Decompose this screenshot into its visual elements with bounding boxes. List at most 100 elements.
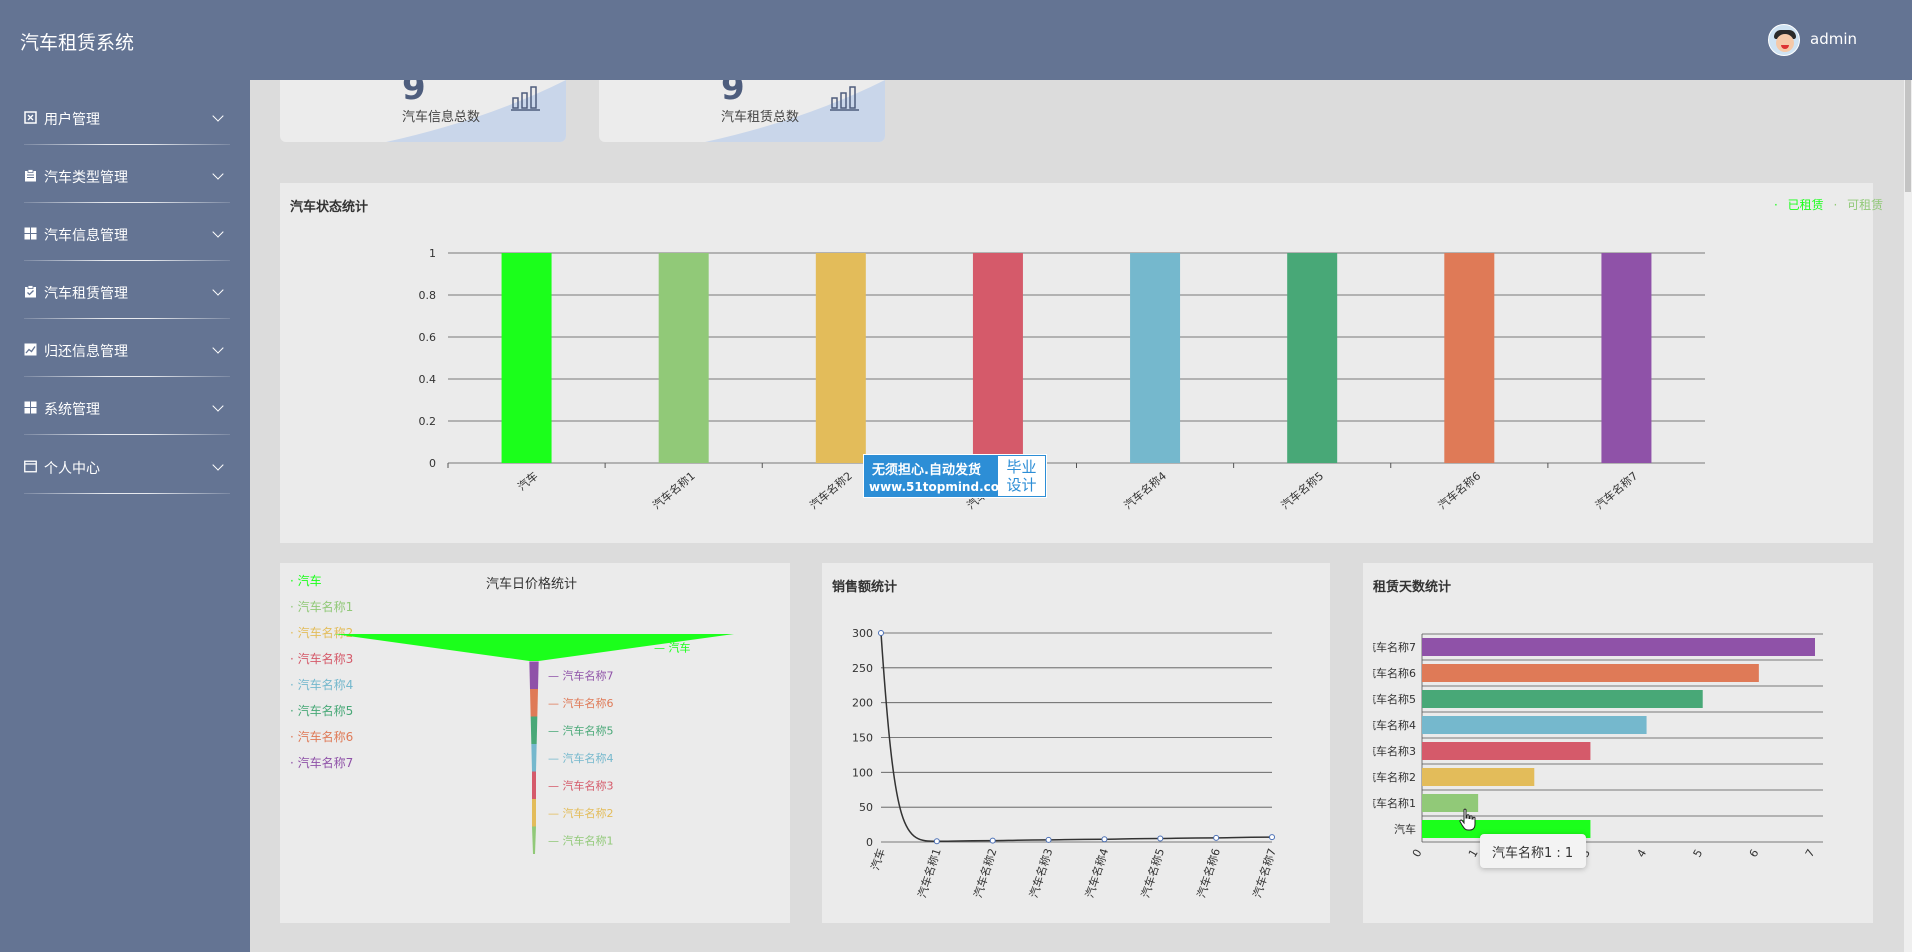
- sidebar-item-label: 汽车类型管理: [44, 170, 128, 186]
- funnel-slice: [529, 661, 539, 689]
- sidebar-item-label: 归还信息管理: [44, 344, 128, 360]
- legend-item[interactable]: · 汽车名称2: [290, 626, 354, 640]
- bar: [1601, 253, 1652, 463]
- bar: [815, 253, 866, 463]
- avatar-mouth: [1781, 45, 1789, 49]
- chevron-down-icon: [212, 168, 224, 180]
- sidebar-item-car-info-management[interactable]: 汽车信息管理: [24, 214, 230, 254]
- sidebar-item-return-info-management[interactable]: 归还信息管理: [24, 330, 230, 370]
- bar: [972, 253, 1023, 463]
- y-tick-label: 汽车名称2: [1365, 770, 1416, 784]
- y-tick-label: 汽车名称4: [1365, 718, 1416, 732]
- y-tick-label: 100: [852, 766, 873, 779]
- chart-title: 销售额统计: [832, 580, 898, 595]
- x-tick-label: 汽车名称4: [1082, 847, 1111, 900]
- watermark-url: www.51topmind.com: [869, 480, 1012, 494]
- y-tick-label: 0: [866, 836, 873, 849]
- window-icon: [24, 460, 37, 473]
- legend-item[interactable]: · 汽车名称5: [290, 704, 354, 718]
- bar: [1422, 638, 1815, 656]
- clipboard-icon: [25, 169, 36, 182]
- y-tick-label: 汽车: [1394, 822, 1416, 836]
- funnel-slice: [532, 799, 536, 827]
- scrollbar-thumb[interactable]: [1905, 80, 1911, 192]
- legend-item-rented[interactable]: · 已租赁: [1774, 198, 1824, 212]
- sidebar-item-label: 系统管理: [44, 402, 100, 418]
- funnel-label: — 汽车名称3: [548, 778, 614, 792]
- sidebar-item-system-management[interactable]: 系统管理: [24, 388, 230, 428]
- x-tick-label: 5: [1691, 847, 1706, 860]
- sidebar: 用户管理 汽车类型管理 汽车信息管理 汽车租赁管理 归还信息管理 系统管理 个人…: [0, 80, 250, 952]
- sidebar-item-label: 个人中心: [44, 461, 100, 477]
- x-tick-label: 4: [1634, 847, 1649, 860]
- divider: [24, 376, 230, 377]
- stat-label: 汽车信息总数: [402, 110, 481, 125]
- watermark-box: 毕业 设计: [998, 456, 1045, 496]
- bar-chart-icon: [511, 86, 540, 111]
- y-tick-label: 汽车名称6: [1365, 666, 1416, 680]
- grid-icon: [24, 227, 37, 240]
- card-wave-decoration: [386, 80, 566, 142]
- chevron-down-icon: [212, 342, 224, 354]
- legend-item[interactable]: · 汽车名称1: [290, 600, 354, 614]
- y-tick-label: 汽车名称1: [1365, 796, 1416, 810]
- legend-item[interactable]: · 汽车: [290, 574, 322, 588]
- sidebar-item-user-management[interactable]: 用户管理: [24, 98, 230, 138]
- y-tick-label: 0: [429, 457, 436, 470]
- chevron-down-icon: [212, 110, 224, 122]
- data-point: [1101, 836, 1108, 843]
- legend-item[interactable]: · 汽车名称7: [290, 756, 354, 770]
- bar: [658, 253, 709, 463]
- stat-label: 汽车租赁总数: [721, 110, 800, 125]
- y-tick-label: 300: [852, 627, 873, 640]
- app-title: 汽车租赁系统: [20, 32, 135, 54]
- data-point: [1269, 834, 1275, 841]
- y-tick-label: 1: [429, 247, 436, 260]
- bar: [1422, 664, 1759, 682]
- data-point: [1045, 836, 1052, 843]
- grid-icon: [24, 401, 37, 414]
- y-tick-label: 250: [852, 662, 873, 675]
- watermark-badge: 无须担心.自动发货 www.51topmind.com 毕业 设计: [863, 454, 1047, 498]
- funnel-slice: [532, 826, 536, 854]
- data-point: [933, 838, 940, 845]
- bar: [1422, 690, 1703, 708]
- legend-item-available[interactable]: · 可租赁: [1833, 198, 1884, 212]
- chevron-down-icon: [212, 400, 224, 412]
- username[interactable]: admin: [1810, 30, 1857, 48]
- stat-number: 9: [721, 80, 745, 108]
- legend-item[interactable]: · 汽车名称6: [290, 730, 354, 744]
- scrollbar-track[interactable]: [1904, 80, 1912, 952]
- y-tick-label: 汽车名称5: [1365, 692, 1416, 706]
- funnel-label: — 汽车名称4: [548, 751, 614, 765]
- y-tick-label: 50: [859, 801, 873, 814]
- legend-item[interactable]: · 汽车名称3: [290, 652, 354, 666]
- divider: [24, 202, 230, 203]
- funnel-label: — 汽车名称6: [548, 696, 614, 710]
- sidebar-item-personal-center[interactable]: 个人中心: [24, 447, 230, 487]
- hand-cursor-icon: [1459, 808, 1476, 831]
- legend-item[interactable]: · 汽车名称4: [290, 678, 354, 692]
- stat-card-car-info: 9 汽车信息总数: [280, 80, 566, 142]
- x-tick-label: 汽车名称4: [1121, 469, 1169, 513]
- sidebar-item-car-type-management[interactable]: 汽车类型管理: [24, 156, 230, 196]
- bar: [1422, 742, 1591, 760]
- funnel-label: — 汽车名称1: [548, 833, 614, 847]
- chart-legend: · 已租赁 · 可租赁: [1768, 196, 1883, 213]
- funnel-slice: [334, 634, 734, 661]
- bar: [1422, 716, 1647, 734]
- avatar[interactable]: [1768, 24, 1800, 56]
- x-tick-label: 汽车名称2: [970, 847, 999, 900]
- y-tick-label: 0.2: [419, 415, 437, 428]
- data-point: [1157, 835, 1164, 842]
- funnel-slice: [531, 744, 537, 772]
- sidebar-item-car-rental-management[interactable]: 汽车租赁管理: [24, 272, 230, 312]
- x-tick-label: 7: [1803, 847, 1818, 860]
- x-tick-label: 汽车名称6: [1194, 847, 1223, 900]
- y-tick-label: 200: [852, 697, 873, 710]
- x-tick-label: 汽车名称1: [650, 469, 698, 513]
- funnel-slice: [532, 771, 536, 799]
- bar-chart-icon: [830, 86, 859, 111]
- user-doc-icon: [24, 111, 37, 124]
- x-tick-label: 0: [1410, 847, 1425, 860]
